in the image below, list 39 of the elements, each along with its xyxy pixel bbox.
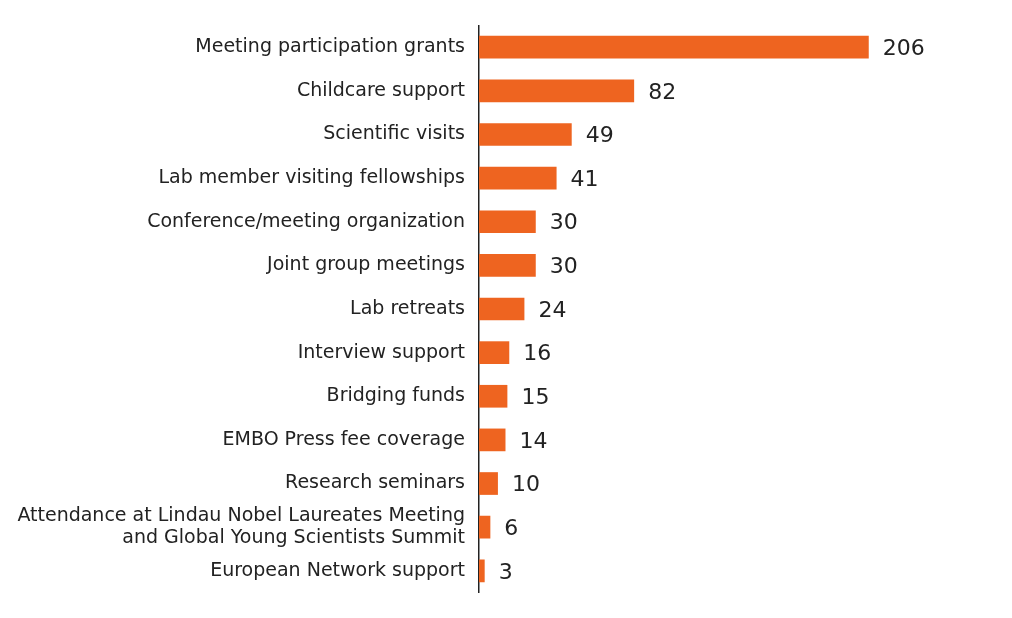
bar [479, 297, 525, 321]
y-tick-label: Bridging funds [326, 383, 465, 406]
bar [479, 341, 510, 364]
y-tick-label: Meeting participation grants [195, 34, 465, 57]
bar [479, 515, 491, 539]
data-label: 3 [498, 558, 513, 584]
bar [479, 123, 572, 146]
y-tick-label: Joint group meetings [266, 252, 465, 275]
bar [479, 472, 498, 495]
y-tick-label: Lab member visiting fellowships [158, 165, 465, 188]
data-label: 206 [882, 34, 925, 60]
data-label: 30 [549, 253, 578, 279]
bar [479, 35, 869, 59]
bar [479, 384, 508, 408]
y-tick-label: EMBO Press fee coverage [222, 426, 465, 449]
y-tick-label: European Network support [210, 557, 465, 580]
y-tick-label: Conference/meeting organization [147, 208, 465, 231]
data-label: 41 [570, 165, 599, 191]
data-label: 6 [504, 514, 519, 540]
bar [479, 559, 485, 583]
data-label: 82 [648, 78, 677, 104]
y-tick-label: Research seminars [285, 470, 465, 493]
y-tick-label: Lab retreats [350, 295, 465, 318]
y-tick-label: Childcare support [296, 77, 465, 100]
y-tick-label: Attendance at Lindau Nobel Laureates Meeting and Global Young Scientists Summit [17, 502, 465, 548]
bar [479, 79, 635, 103]
data-label: 24 [538, 296, 567, 322]
bar [479, 254, 536, 277]
data-label: 30 [549, 209, 578, 235]
data-label: 10 [511, 471, 540, 497]
y-tick-label: Interview support [297, 339, 465, 362]
bar [479, 210, 536, 234]
y-tick-label: Scientific visits [323, 121, 465, 144]
data-label: 15 [521, 383, 550, 409]
bar [479, 166, 557, 190]
bar [479, 428, 506, 452]
data-label: 16 [523, 340, 552, 366]
data-label: 14 [519, 427, 548, 453]
data-label: 49 [585, 122, 614, 148]
